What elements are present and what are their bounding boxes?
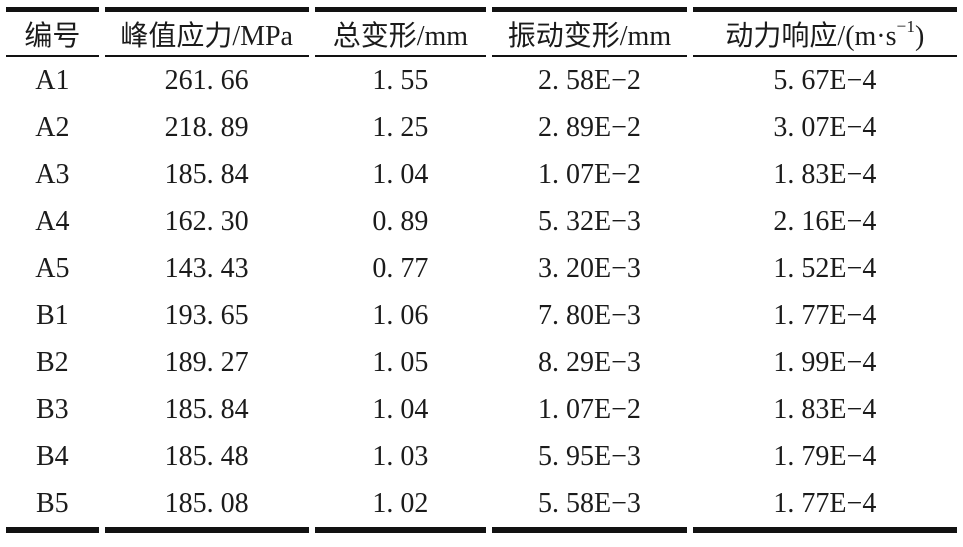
table-cell: B5 <box>6 480 99 533</box>
table-cell: A1 <box>35 64 70 96</box>
table-cell: 1. 04 <box>372 393 429 425</box>
table-cell: 1. 52E−4 <box>773 252 877 284</box>
table-cell: 1. 83E−4 <box>773 393 877 425</box>
header-cell-id: 编号 <box>6 7 99 57</box>
table-cell: 1. 05 <box>372 346 429 378</box>
table-cell: 5. 67E−4 <box>773 64 877 96</box>
table-cell: 3. 20E−3 <box>537 252 641 284</box>
table-cell: 1. 99E−4 <box>773 346 877 378</box>
table-cell: A5 <box>35 252 70 284</box>
table-cell: 0. 77 <box>372 252 429 284</box>
table-row: A4 162. 30 0. 89 5. 32E−3 2. 16E−4 <box>6 198 957 245</box>
table-cell: A2 <box>35 111 70 143</box>
table-cell: 1. 07E−2 <box>537 393 641 425</box>
table-cell: B2 <box>36 346 69 378</box>
table-cell: 1. 25 <box>372 111 429 143</box>
table-cell: 1. 02 <box>314 480 487 533</box>
table-cell: 5. 32E−3 <box>537 205 641 237</box>
header-dynamic-response-prefix: 动力响应/(m·s <box>725 20 897 52</box>
table-cell: 185. 08 <box>104 480 309 533</box>
table-cell: 1. 79E−4 <box>773 440 877 472</box>
table-cell: A4 <box>35 205 70 237</box>
table-row: A2 218. 89 1. 25 2. 89E−2 3. 07E−4 <box>6 104 957 151</box>
table-cell: 1. 77E−4 <box>692 480 957 533</box>
header-cell-peak-stress: 峰值应力/MPa <box>104 7 309 57</box>
table-row: A3 185. 84 1. 04 1. 07E−2 1. 83E−4 <box>6 151 957 198</box>
table-cell: 7. 80E−3 <box>537 299 641 331</box>
table-cell: 261. 66 <box>164 64 249 96</box>
table-row: B5 185. 08 1. 02 5. 58E−3 1. 77E−4 <box>6 480 957 533</box>
table-cell: 2. 16E−4 <box>773 205 877 237</box>
table-cell: 1. 55 <box>372 64 429 96</box>
table-cell: 1. 07E−2 <box>537 158 641 190</box>
table-cell: 1. 06 <box>372 299 429 331</box>
header-row: 编号 峰值应力/MPa 总变形/mm 振动变形/mm 动力响应/(m·s−1) <box>6 7 957 57</box>
results-table: 编号 峰值应力/MPa 总变形/mm 振动变形/mm 动力响应/(m·s−1) … <box>0 7 963 533</box>
table-cell: 3. 07E−4 <box>773 111 877 143</box>
header-cell-dynamic-response: 动力响应/(m·s−1) <box>692 7 957 57</box>
table-cell: 8. 29E−3 <box>537 346 641 378</box>
table-row: A1 261. 66 1. 55 2. 58E−2 5. 67E−4 <box>6 57 957 104</box>
table-cell: 185. 48 <box>164 440 249 472</box>
table-cell: B1 <box>36 299 69 331</box>
table-cell: 193. 65 <box>164 299 249 331</box>
table-row: B1 193. 65 1. 06 7. 80E−3 1. 77E−4 <box>6 292 957 339</box>
table-row: B4 185. 48 1. 03 5. 95E−3 1. 79E−4 <box>6 433 957 480</box>
table-cell: 1. 77E−4 <box>773 299 877 331</box>
table-cell: 2. 58E−2 <box>537 64 641 96</box>
header-cell-vibration-deformation: 振动变形/mm <box>492 7 687 57</box>
table-cell: 218. 89 <box>164 111 249 143</box>
table-row: B2 189. 27 1. 05 8. 29E−3 1. 99E−4 <box>6 339 957 386</box>
table-cell: B4 <box>36 440 69 472</box>
table-cell: 162. 30 <box>164 205 249 237</box>
table-cell: 189. 27 <box>164 346 249 378</box>
table-row: A5 143. 43 0. 77 3. 20E−3 1. 52E−4 <box>6 245 957 292</box>
header-dynamic-response-suffix: ) <box>915 20 925 52</box>
table-cell: 185. 84 <box>164 393 249 425</box>
table-cell: 5. 58E−3 <box>492 480 687 533</box>
table-cell: 1. 03 <box>372 440 429 472</box>
table-cell: 1. 04 <box>372 158 429 190</box>
table-cell: B3 <box>36 393 69 425</box>
table-row: B3 185. 84 1. 04 1. 07E−2 1. 83E−4 <box>6 386 957 433</box>
table-cell: 2. 89E−2 <box>537 111 641 143</box>
header-dynamic-response-exponent: −1 <box>896 16 916 36</box>
table-cell: A3 <box>35 158 70 190</box>
header-cell-total-deformation: 总变形/mm <box>314 7 487 57</box>
table-cell: 185. 84 <box>164 158 249 190</box>
table-cell: 143. 43 <box>164 252 249 284</box>
table-cell: 0. 89 <box>372 205 429 237</box>
table-cell: 1. 83E−4 <box>773 158 877 190</box>
table-cell: 5. 95E−3 <box>537 440 641 472</box>
